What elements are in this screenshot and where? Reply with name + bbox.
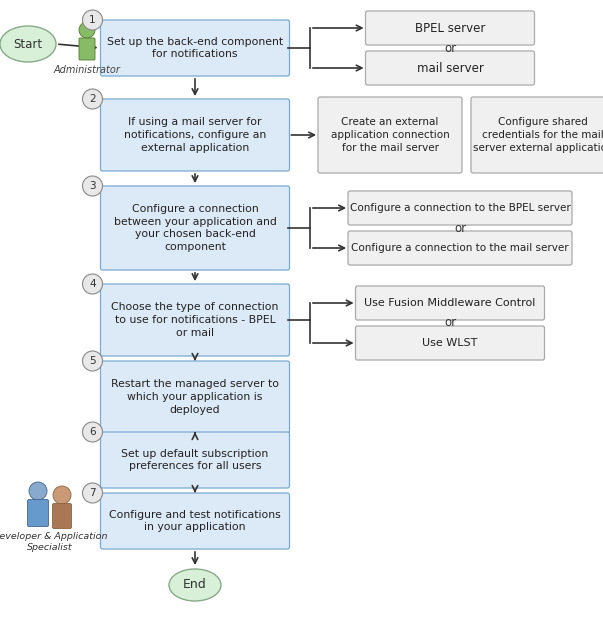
FancyBboxPatch shape: [101, 20, 289, 76]
Text: Start: Start: [13, 38, 43, 51]
Text: or: or: [444, 317, 456, 330]
Text: Configure and test notifications
in your application: Configure and test notifications in your…: [109, 510, 281, 532]
Text: Developer & Application
Specialist: Developer & Application Specialist: [0, 532, 108, 552]
Text: End: End: [183, 579, 207, 591]
Text: or: or: [454, 221, 466, 234]
Text: BPEL server: BPEL server: [415, 21, 485, 34]
Circle shape: [83, 483, 103, 503]
Text: or: or: [444, 41, 456, 55]
Text: Set up default subscription
preferences for all users: Set up default subscription preferences …: [121, 448, 268, 472]
Text: Use WLST: Use WLST: [422, 338, 478, 348]
FancyBboxPatch shape: [79, 38, 95, 60]
FancyBboxPatch shape: [101, 99, 289, 171]
Circle shape: [29, 482, 47, 500]
FancyBboxPatch shape: [101, 361, 289, 433]
Text: 6: 6: [89, 427, 96, 437]
Text: 1: 1: [89, 15, 96, 25]
Circle shape: [83, 351, 103, 371]
Text: Configure shared
credentials for the mail
server external application: Configure shared credentials for the mai…: [473, 117, 603, 153]
FancyBboxPatch shape: [356, 326, 545, 360]
FancyBboxPatch shape: [365, 11, 534, 45]
Text: If using a mail server for
notifications, configure an
external application: If using a mail server for notifications…: [124, 117, 266, 153]
Text: Configure a connection
between your application and
your chosen back-end
compone: Configure a connection between your appl…: [113, 204, 276, 252]
Text: Administrator: Administrator: [54, 65, 121, 75]
Text: Use Fusion Middleware Control: Use Fusion Middleware Control: [364, 298, 535, 308]
FancyBboxPatch shape: [471, 97, 603, 173]
FancyBboxPatch shape: [318, 97, 462, 173]
Circle shape: [83, 422, 103, 442]
Text: Configure a connection to the BPEL server: Configure a connection to the BPEL serve…: [350, 203, 570, 213]
FancyBboxPatch shape: [348, 191, 572, 225]
Text: Choose the type of connection
to use for notifications - BPEL
or mail: Choose the type of connection to use for…: [112, 302, 279, 338]
Text: 2: 2: [89, 94, 96, 104]
Circle shape: [83, 89, 103, 109]
FancyBboxPatch shape: [356, 286, 545, 320]
Text: Create an external
application connection
for the mail server: Create an external application connectio…: [330, 117, 449, 153]
Circle shape: [83, 274, 103, 294]
Text: 4: 4: [89, 279, 96, 289]
Text: mail server: mail server: [417, 61, 484, 75]
Ellipse shape: [0, 26, 56, 62]
Circle shape: [83, 10, 103, 30]
FancyBboxPatch shape: [348, 231, 572, 265]
Text: Set up the back-end component
for notifications: Set up the back-end component for notifi…: [107, 36, 283, 60]
Ellipse shape: [169, 569, 221, 601]
FancyBboxPatch shape: [52, 503, 72, 529]
FancyBboxPatch shape: [101, 284, 289, 356]
Text: 3: 3: [89, 181, 96, 191]
Circle shape: [83, 176, 103, 196]
Circle shape: [53, 486, 71, 504]
FancyBboxPatch shape: [365, 51, 534, 85]
FancyBboxPatch shape: [101, 432, 289, 488]
FancyBboxPatch shape: [101, 493, 289, 549]
FancyBboxPatch shape: [28, 500, 48, 527]
Text: Restart the managed server to
which your application is
deployed: Restart the managed server to which your…: [111, 379, 279, 415]
Text: Configure a connection to the mail server: Configure a connection to the mail serve…: [351, 243, 569, 253]
Text: 5: 5: [89, 356, 96, 366]
FancyBboxPatch shape: [101, 186, 289, 270]
Circle shape: [79, 22, 95, 38]
Text: 7: 7: [89, 488, 96, 498]
